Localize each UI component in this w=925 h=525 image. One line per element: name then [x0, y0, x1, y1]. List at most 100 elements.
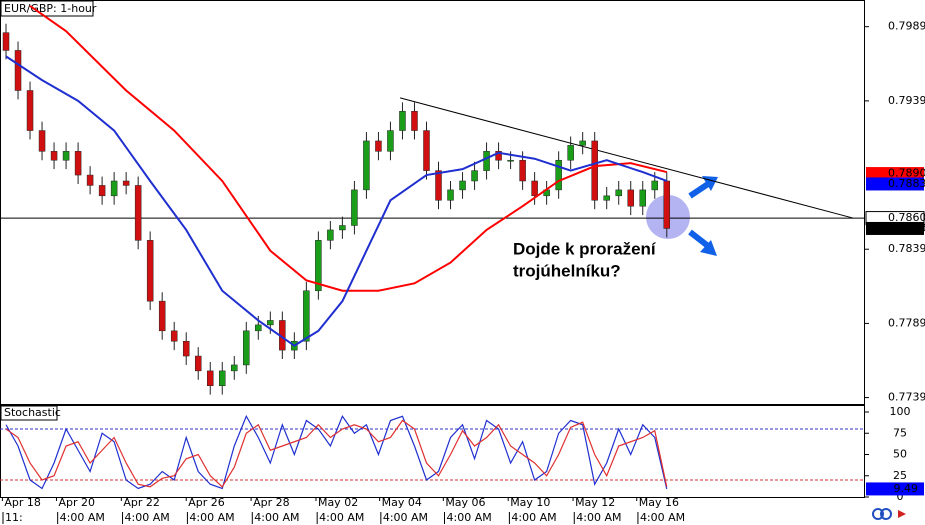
y-tick-label: 0.7789 [888, 316, 925, 329]
y-tick-label: 50 [893, 448, 907, 461]
candle-body [231, 364, 238, 372]
y-tick-label: 75 [893, 426, 907, 439]
price-pane [0, 0, 865, 405]
candle-body [206, 370, 214, 386]
candle-body [194, 355, 202, 372]
trendline [399, 97, 854, 219]
candle-body [122, 180, 130, 186]
candle-body [567, 145, 574, 161]
price-badge-label: 0.7883 [888, 177, 925, 190]
price-badge-label: 0.7890 [888, 167, 925, 180]
candle-body [26, 90, 34, 131]
candle-body [627, 189, 634, 207]
x-tick-label: Apr 28 [253, 496, 290, 509]
y-tick-label: 25 [893, 469, 907, 482]
x-time-label: 4:00 AM [383, 511, 428, 524]
price-badge [866, 221, 924, 235]
candle-body [219, 370, 226, 386]
candle-body [303, 290, 310, 342]
candle-body [411, 111, 418, 131]
candle-body [639, 189, 646, 207]
candle-body [74, 151, 82, 176]
candle-body [98, 185, 106, 197]
chart-title: EUR/GBP: 1-hour [4, 2, 97, 15]
x-tick-label: May 16 [639, 496, 679, 509]
candle-body [555, 159, 562, 191]
x-tick-label: Apr 26 [188, 496, 225, 509]
value-badge [866, 482, 924, 496]
candle-body [146, 240, 154, 302]
value-badge-label: 9.49 [894, 482, 919, 495]
candle-body [255, 324, 262, 332]
candle-body [387, 130, 394, 152]
candle-body [603, 195, 610, 201]
x-time-label: 4:00 AM [511, 511, 556, 524]
arrows [688, 176, 718, 256]
x-tick-label: Apr 18 [4, 496, 41, 509]
y-tick-label: 0 [897, 490, 904, 503]
y-tick-label: 0.7989 [888, 20, 925, 33]
candle-body [447, 189, 454, 201]
stochastic-line [5, 419, 668, 488]
candle-body [339, 225, 346, 231]
moving-average [29, 5, 668, 292]
candle-body [267, 320, 274, 326]
candle-body [158, 300, 166, 332]
candle-body [483, 151, 490, 171]
y-tick-label: 0.7939 [888, 94, 925, 107]
candle-body [351, 189, 358, 226]
candle-body [14, 50, 22, 91]
x-time-label: 4:00 AM [319, 511, 364, 524]
candle-body [2, 32, 10, 51]
candle-body [423, 130, 430, 171]
x-tick-label: May 12 [575, 496, 615, 509]
candle-body [435, 170, 442, 201]
x-tick-label: May 02 [318, 496, 358, 509]
candle-body [399, 111, 406, 131]
candle-body [663, 180, 671, 229]
y-tick-label: 0.7839 [888, 242, 925, 255]
x-tick-label: May 10 [510, 496, 550, 509]
x-tick-label: Apr 22 [123, 496, 160, 509]
candle-body [86, 174, 94, 186]
stochastic-line [5, 414, 668, 490]
candle-body [579, 140, 586, 146]
annotation: Dojde k proražení [513, 239, 657, 258]
title-box [0, 0, 94, 17]
x-time-label: 4:00 AM [640, 511, 685, 524]
candle-body [38, 130, 46, 152]
x-time-label: 4:00 AM [60, 511, 105, 524]
price-badge-label: 0.7853 [888, 221, 925, 234]
x-time-label: 4:00 AM [447, 511, 492, 524]
x-tick-label: May 04 [382, 496, 422, 509]
toolbar-icons[interactable] [872, 508, 906, 520]
candle-body [170, 330, 178, 342]
candle-body [315, 240, 322, 292]
candle-body [471, 170, 478, 182]
candle-body [519, 159, 526, 182]
candle-body [615, 189, 622, 197]
candle-body [531, 180, 538, 197]
x-time-label: 4:00 AM [189, 511, 234, 524]
candle-body [363, 140, 370, 191]
candle-body [591, 140, 598, 201]
candle-body [375, 140, 382, 152]
x-tick-label: May 06 [445, 496, 485, 509]
x-tick-label: Apr 20 [58, 496, 95, 509]
y-tick-label: 0.7739 [888, 391, 925, 404]
stochastic-title: Stochastic [4, 406, 61, 419]
candle-body [110, 180, 118, 197]
candle-body [651, 180, 659, 191]
x-time-label: 4:00 AM [576, 511, 621, 524]
moving-average [5, 55, 668, 347]
candle-body [243, 330, 250, 366]
stochastic-title-box [0, 405, 58, 421]
candle-body [459, 180, 466, 191]
x-time-label: 4:00 AM [254, 511, 299, 524]
price-badge-label: 0.7860 [888, 211, 925, 224]
candle-body [182, 340, 190, 357]
x-time-label: 4:00 AM [125, 511, 170, 524]
price-badge [866, 167, 924, 181]
annotation: trojúhelníku? [513, 261, 621, 280]
